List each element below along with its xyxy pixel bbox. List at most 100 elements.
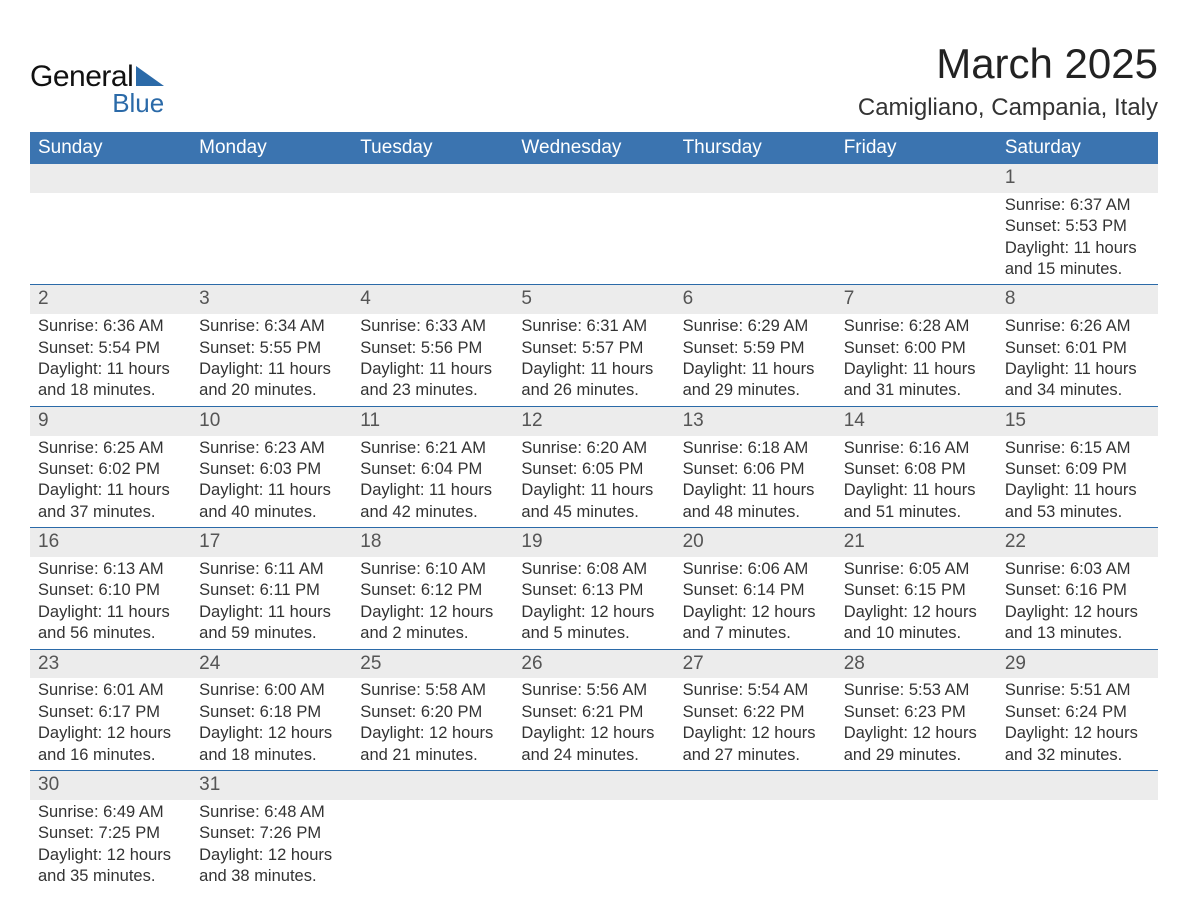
sunrise-text: Sunrise: 6:16 AM (844, 438, 989, 459)
logo: General Blue (30, 60, 164, 119)
day-cell (675, 800, 836, 892)
day-number: 15 (997, 407, 1158, 436)
day-number: 9 (30, 407, 191, 436)
daylight-text: Daylight: 12 hours and 18 minutes. (199, 723, 344, 766)
day-number: 13 (675, 407, 836, 436)
sunrise-text: Sunrise: 6:03 AM (1005, 559, 1150, 580)
sunrise-text: Sunrise: 6:20 AM (521, 438, 666, 459)
day-content-row: Sunrise: 6:25 AMSunset: 6:02 PMDaylight:… (30, 436, 1158, 528)
day-content-row: Sunrise: 6:37 AMSunset: 5:53 PMDaylight:… (30, 193, 1158, 285)
sunset-text: Sunset: 5:54 PM (38, 338, 183, 359)
sunrise-text: Sunrise: 6:34 AM (199, 316, 344, 337)
sunrise-text: Sunrise: 6:28 AM (844, 316, 989, 337)
weekday-header: Wednesday (513, 132, 674, 164)
day-number-cell: 17 (191, 528, 352, 557)
day-cell: Sunrise: 6:26 AMSunset: 6:01 PMDaylight:… (997, 314, 1158, 406)
day-number: 18 (352, 528, 513, 557)
day-cell: Sunrise: 6:11 AMSunset: 6:11 PMDaylight:… (191, 557, 352, 649)
day-cell: Sunrise: 6:15 AMSunset: 6:09 PMDaylight:… (997, 436, 1158, 528)
sunrise-text: Sunrise: 6:13 AM (38, 559, 183, 580)
day-content-row: Sunrise: 6:36 AMSunset: 5:54 PMDaylight:… (30, 314, 1158, 406)
day-content-row: Sunrise: 6:13 AMSunset: 6:10 PM Daylight:… (30, 557, 1158, 649)
day-number: 17 (191, 528, 352, 557)
sunset-text: Sunset: 6:10 PM (38, 580, 183, 601)
sunset-text: Sunset: 6:05 PM (521, 459, 666, 480)
sunrise-text: Sunrise: 6:29 AM (683, 316, 828, 337)
day-number-cell: 2 (30, 285, 191, 314)
sunrise-text: Sunrise: 6:21 AM (360, 438, 505, 459)
sunset-text: Sunset: 7:26 PM (199, 823, 344, 844)
day-cell: Sunrise: 5:51 AMSunset: 6:24 PMDaylight:… (997, 678, 1158, 770)
day-cell: Sunrise: 6:33 AMSunset: 5:56 PMDaylight:… (352, 314, 513, 406)
day-number: 1 (997, 164, 1158, 193)
sunset-text: Sunset: 6:21 PM (521, 702, 666, 723)
sunset-text: Sunset: 6:18 PM (199, 702, 344, 723)
day-number: 6 (675, 285, 836, 314)
sunset-text: Sunset: 5:59 PM (683, 338, 828, 359)
sunset-text: Sunset: 6:17 PM (38, 702, 183, 723)
day-number-row: 9101112131415 (30, 406, 1158, 435)
daylight-text: Daylight: 11 hours and 59 minutes. (199, 602, 344, 645)
day-cell: Sunrise: 6:20 AMSunset: 6:05 PMDaylight:… (513, 436, 674, 528)
day-number: 25 (352, 650, 513, 679)
sunrise-text: Sunrise: 6:05 AM (844, 559, 989, 580)
header: General Blue March 2025 Camigliano, Camp… (30, 40, 1158, 122)
sunrise-text: Sunrise: 5:51 AM (1005, 680, 1150, 701)
sunset-text: Sunset: 5:53 PM (1005, 216, 1150, 237)
daylight-text: Daylight: 11 hours and 51 minutes. (844, 480, 989, 523)
sunrise-text: Sunrise: 6:31 AM (521, 316, 666, 337)
day-number-row: 23242526272829 (30, 649, 1158, 678)
daylight-text: Daylight: 12 hours and 2 minutes. (360, 602, 505, 645)
day-number-cell (30, 164, 191, 193)
weekday-header: Monday (191, 132, 352, 164)
day-number-cell: 12 (513, 406, 674, 435)
daylight-text: Daylight: 11 hours and 26 minutes. (521, 359, 666, 402)
sunrise-text: Sunrise: 6:10 AM (360, 559, 505, 580)
day-cell: Sunrise: 6:23 AMSunset: 6:03 PMDaylight:… (191, 436, 352, 528)
day-number-row: 16171819202122 (30, 528, 1158, 557)
daylight-text: Daylight: 12 hours and 32 minutes. (1005, 723, 1150, 766)
weekday-header: Thursday (675, 132, 836, 164)
daylight-text: Daylight: 11 hours and 48 minutes. (683, 480, 828, 523)
day-number-cell: 13 (675, 406, 836, 435)
sunrise-text: Sunrise: 6:15 AM (1005, 438, 1150, 459)
sunrise-text: Sunrise: 6:08 AM (521, 559, 666, 580)
sunrise-text: Sunrise: 6:01 AM (38, 680, 183, 701)
weekday-header: Tuesday (352, 132, 513, 164)
month-title: March 2025 (858, 40, 1158, 88)
day-cell: Sunrise: 6:31 AMSunset: 5:57 PMDaylight:… (513, 314, 674, 406)
day-cell: Sunrise: 5:58 AMSunset: 6:20 PMDaylight:… (352, 678, 513, 770)
sunset-text: Sunset: 6:24 PM (1005, 702, 1150, 723)
day-cell (513, 193, 674, 285)
sunset-text: Sunset: 7:25 PM (38, 823, 183, 844)
day-number-cell: 16 (30, 528, 191, 557)
day-cell: Sunrise: 6:18 AMSunset: 6:06 PMDaylight:… (675, 436, 836, 528)
day-cell (836, 800, 997, 892)
daylight-text: Daylight: 12 hours and 27 minutes. (683, 723, 828, 766)
day-number: 23 (30, 650, 191, 679)
sunrise-text: Sunrise: 6:00 AM (199, 680, 344, 701)
sunset-text: Sunset: 6:01 PM (1005, 338, 1150, 359)
sunset-text: Sunset: 6:12 PM (360, 580, 505, 601)
day-number: 14 (836, 407, 997, 436)
daylight-text: Daylight: 12 hours and 24 minutes. (521, 723, 666, 766)
day-number-cell (675, 164, 836, 193)
day-cell (675, 193, 836, 285)
day-number: 22 (997, 528, 1158, 557)
daylight-text: Daylight: 11 hours and 31 minutes. (844, 359, 989, 402)
day-number-cell: 23 (30, 649, 191, 678)
sunrise-text: Sunrise: 6:18 AM (683, 438, 828, 459)
weekday-header: Sunday (30, 132, 191, 164)
daylight-text: Daylight: 11 hours and 15 minutes. (1005, 238, 1150, 281)
day-content-row: Sunrise: 6:01 AMSunset: 6:17 PMDaylight:… (30, 678, 1158, 770)
day-number: 28 (836, 650, 997, 679)
daylight-text: Daylight: 11 hours and 29 minutes. (683, 359, 828, 402)
daylight-text: Daylight: 12 hours and 35 minutes. (38, 845, 183, 888)
day-number-row: 2345678 (30, 285, 1158, 314)
day-cell: Sunrise: 6:01 AMSunset: 6:17 PMDaylight:… (30, 678, 191, 770)
daylight-text: Daylight: 12 hours and 7 minutes. (683, 602, 828, 645)
day-number: 11 (352, 407, 513, 436)
day-cell: Sunrise: 6:08 AMSunset: 6:13 PMDaylight:… (513, 557, 674, 649)
day-number: 30 (30, 771, 191, 800)
daylight-text: Daylight: 12 hours and 16 minutes. (38, 723, 183, 766)
